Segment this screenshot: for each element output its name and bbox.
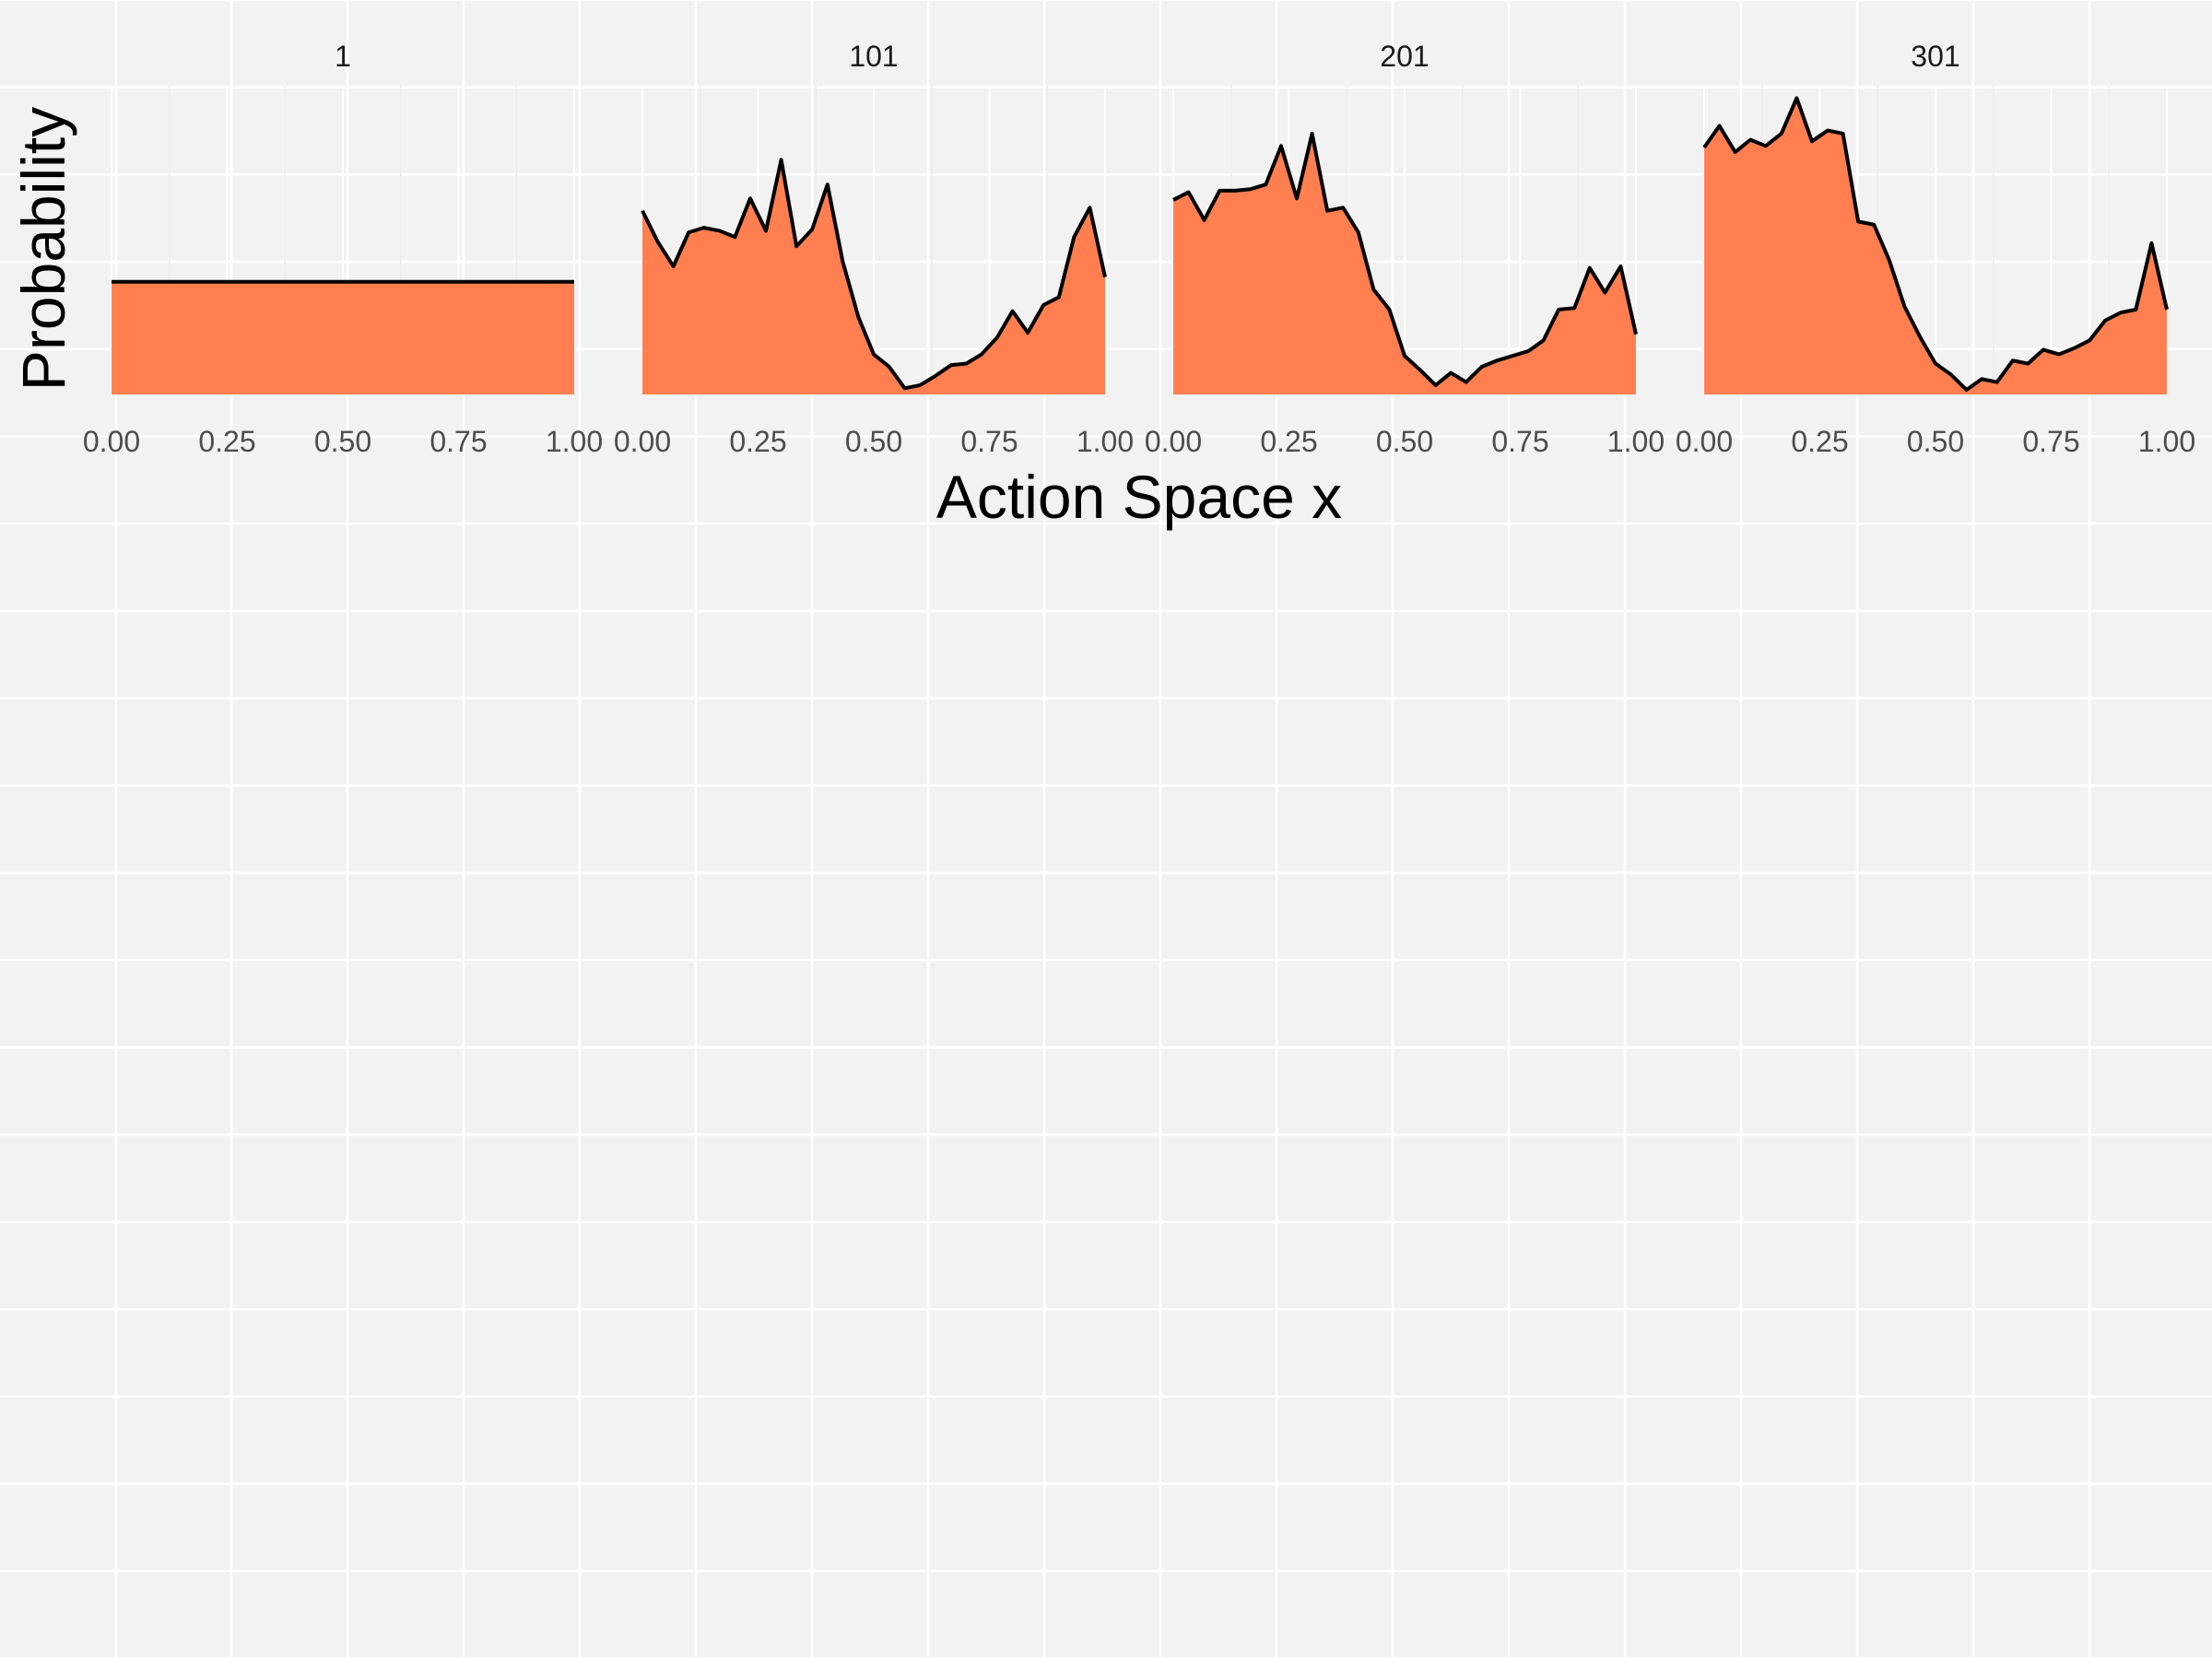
x-tick-label: 0.75 — [429, 425, 487, 458]
x-tick-label: 0.50 — [845, 425, 902, 458]
panel-101: 101 0.00 0.25 0.50 0.75 1.00 — [614, 40, 1134, 458]
x-tick-label: 0.75 — [960, 425, 1018, 458]
x-tick-label: 0.00 — [83, 425, 140, 458]
panel-1: 1 0.00 0.25 0.50 0.75 1.00 — [83, 40, 603, 458]
density-area-301 — [1704, 98, 2167, 395]
density-area-1 — [112, 281, 574, 394]
x-tick-label: 0.00 — [614, 425, 671, 458]
x-tick-label: 0.75 — [1491, 425, 1548, 458]
x-tick-label: 0.50 — [1376, 425, 1433, 458]
density-line-201 — [1172, 131, 1638, 387]
x-tick-label: 0.25 — [1260, 425, 1317, 458]
x-tick-label: 1.00 — [2138, 425, 2195, 458]
x-tick-label: 0.00 — [1145, 425, 1202, 458]
x-tick-label: 1.00 — [546, 425, 603, 458]
x-tick-label: 0.25 — [1791, 425, 1848, 458]
x-tick-label: 1.00 — [1607, 425, 1665, 458]
y-axis-title: Probability — [9, 107, 77, 391]
density-area-201 — [1173, 133, 1636, 395]
x-tick-label: 1.00 — [1077, 425, 1134, 458]
panel-strip-label: 201 — [1380, 40, 1429, 73]
x-tick-label: 0.25 — [198, 425, 255, 458]
panel-strip-label: 301 — [1911, 40, 1959, 73]
density-line-101 — [641, 158, 1107, 391]
panel-301: 301 0.00 0.25 0.50 0.75 1.00 — [1676, 40, 2195, 458]
x-tick-label: 0.50 — [1907, 425, 1964, 458]
x-tick-label: 0.50 — [314, 425, 371, 458]
panel-strip-label: 101 — [849, 40, 898, 73]
panel-strip-label: 1 — [335, 40, 351, 73]
x-tick-label: 0.75 — [2022, 425, 2079, 458]
panel-201: 201 0.00 0.25 0.50 0.75 1.00 — [1145, 40, 1665, 458]
x-axis-title: Action Space x — [936, 463, 1342, 531]
x-tick-label: 0.00 — [1676, 425, 1733, 458]
x-tick-label: 0.25 — [729, 425, 786, 458]
panels: 1 0.00 0.25 0.50 0.75 1.00 101 0.00 0.25 0.50 0.75… — [83, 40, 2195, 458]
density-line-301 — [1702, 96, 2169, 392]
